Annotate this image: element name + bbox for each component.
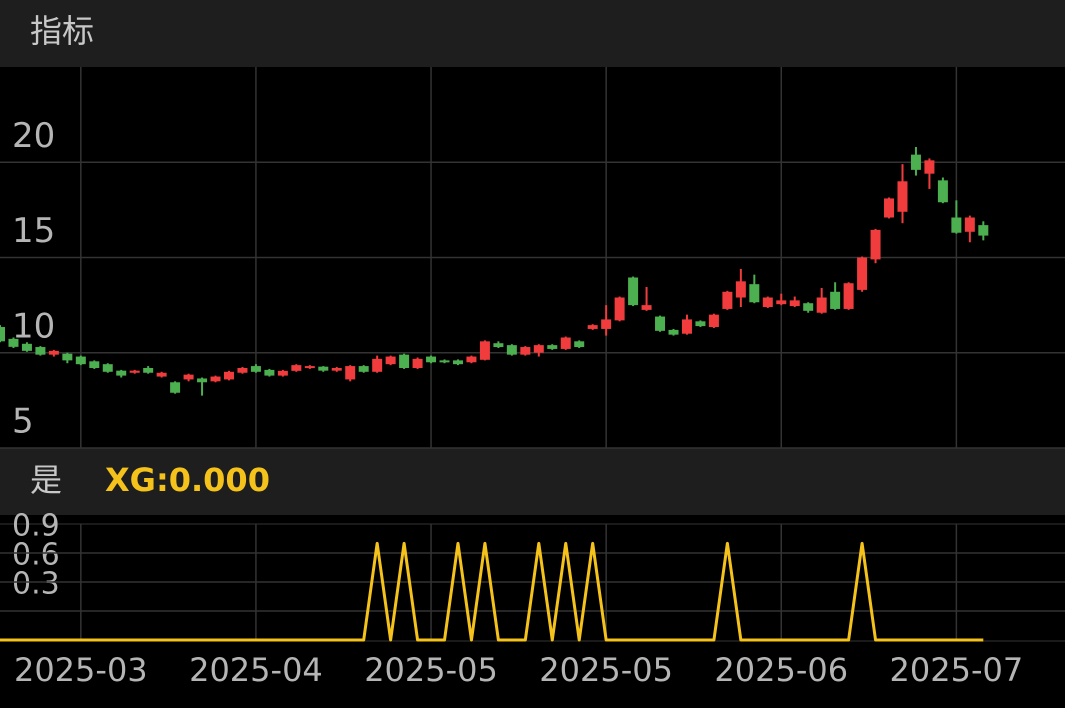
y-tick-label: 5 [12,402,34,442]
candle-body [304,366,315,369]
y-tick-label: 15 [12,211,55,251]
candle-body [951,217,962,233]
y-tick-label: 10 [12,306,55,346]
candle-body [466,356,477,363]
candle-body [749,284,760,303]
candle-body [358,366,369,372]
candle-body [102,364,113,372]
candle-body [681,319,692,334]
candle-body [978,225,989,236]
candle-body [75,356,86,365]
x-tick-label: 2025-06 [714,651,848,689]
sub-title: 是 [30,461,62,499]
candle-body [89,361,100,368]
sub-header [0,448,1065,515]
candle-body [884,198,895,218]
candle-body [331,367,342,371]
candle-body [762,297,773,308]
candle-body [412,358,423,368]
x-tick-label: 2025-07 [890,651,1024,689]
candle-body [277,370,288,376]
candle-body [479,341,490,360]
candle-body [628,277,639,306]
candle-body [129,370,140,373]
candle-body [318,366,329,371]
candle-body [924,160,935,174]
candle-body [735,281,746,298]
candle-body [48,350,59,355]
candle-body [8,338,19,347]
header-title: 指标 [30,12,94,50]
candle-body [156,372,167,377]
candle-body [816,297,827,313]
candle-body [197,378,208,383]
candle-body [116,370,127,376]
candle-body [910,154,921,170]
x-tick-label: 2025-03 [14,651,148,689]
candle-body [560,337,571,349]
candle-body [170,382,181,393]
candle-body [0,327,5,342]
candle-body [574,341,585,348]
candle-body [857,257,868,290]
candle-body [399,354,410,368]
y-tick-label: 20 [12,116,55,156]
y-tick-label: 0.3 [12,567,60,602]
candle-body [776,300,787,305]
candle-body [345,366,356,380]
candle-body [62,353,73,361]
indicator-line [0,541,984,642]
candle-body [250,366,261,372]
candle-body [291,365,302,371]
candle-body [641,305,652,310]
candle-body [870,229,881,260]
legend-entry: XG:0.000 [105,461,270,499]
y-tick-label: 0.9 [12,509,60,544]
candle-body [385,356,396,365]
candle-body [21,343,32,351]
x-tick-label: 2025-05 [364,651,498,689]
candle-body [143,367,154,373]
candle-body [183,374,194,380]
candle-body [655,316,666,331]
candle-body [601,319,612,329]
candle-body [237,367,248,373]
x-tick-label: 2025-05 [539,651,673,689]
candle-body [210,376,221,382]
candle-body [614,297,625,321]
candle-body [695,321,706,327]
candle-body [789,300,800,307]
y-tick-label: 0.6 [12,538,60,573]
candle-body [547,345,558,349]
candle-body [830,291,841,309]
candle-body [803,303,814,311]
candle-body [722,291,733,309]
candle-body [843,283,854,309]
candle-body [452,360,463,365]
x-tick-label: 2025-04 [189,651,323,689]
candle-body [372,358,383,372]
candle-body [668,329,679,335]
candle-body [35,347,46,355]
candle-body [493,343,504,348]
candle-body [264,369,275,376]
candle-body [223,371,234,380]
candle-body [520,347,531,355]
candle-body [439,360,450,363]
candle-body [937,180,948,203]
candle-body [587,325,598,329]
candle-body [897,181,908,212]
indicator-header [0,0,1065,67]
candle-body [426,356,437,363]
candle-body [506,345,517,355]
candle-body [708,314,719,328]
candle-body [964,217,975,232]
candle-body [533,345,544,353]
